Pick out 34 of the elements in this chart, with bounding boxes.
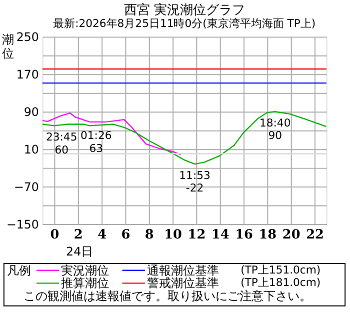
annotation: 18:40 90 [260,116,291,142]
x-tick-label: 8 [144,227,154,242]
y-tick-label: 90 [24,105,39,120]
x-tick-label: 14 [211,227,230,242]
legend-label: 実況潮位 [61,263,110,278]
x-tick-label: 10 [164,227,182,242]
x-tick-label: 4 [98,227,107,242]
text: 24日 [66,244,94,259]
legend-label: 推算潮位 [61,276,110,290]
text: 警戒潮位基準 (TP上181.0cm) [146,276,321,290]
text: 通報潮位基準 (TP上151.0cm) [146,263,321,278]
y-tick-label: 10 [24,142,39,157]
x-tick-label: 2 [74,227,83,242]
annotation: 01:26 63 [80,129,112,155]
chart-title: 西宮 実況潮位グラフ [124,2,245,18]
y-tick-label: 170 [16,68,39,82]
y-tick-label: −70 [14,180,39,194]
x-tick-label: 0 [50,227,60,242]
text: この観測値は速報値です。取り扱いにご注意下さい。 [24,288,312,303]
y-axis-title: 潮位 [2,32,14,60]
line-series [42,112,182,156]
y-tick-label: 250 [16,30,39,44]
x-tick-label: 12 [188,227,206,242]
annotation: 23:45 60 [46,130,78,156]
chart-subtitle: 最新:2026年8月25日11時0分(東京湾平均海面 TP上) [53,16,316,30]
y-tick-label: −150 [6,217,39,232]
x-tick-label: 16 [235,227,254,242]
legend-title: 凡例 [6,263,31,278]
x-tick-label: 6 [121,227,130,242]
x-tick-label: 20 [282,227,300,242]
line-series [42,111,326,165]
x-tick-label: 18 [258,227,277,242]
annotation: 11:53 -22 [179,168,210,195]
x-tick-label: 22 [306,227,324,242]
